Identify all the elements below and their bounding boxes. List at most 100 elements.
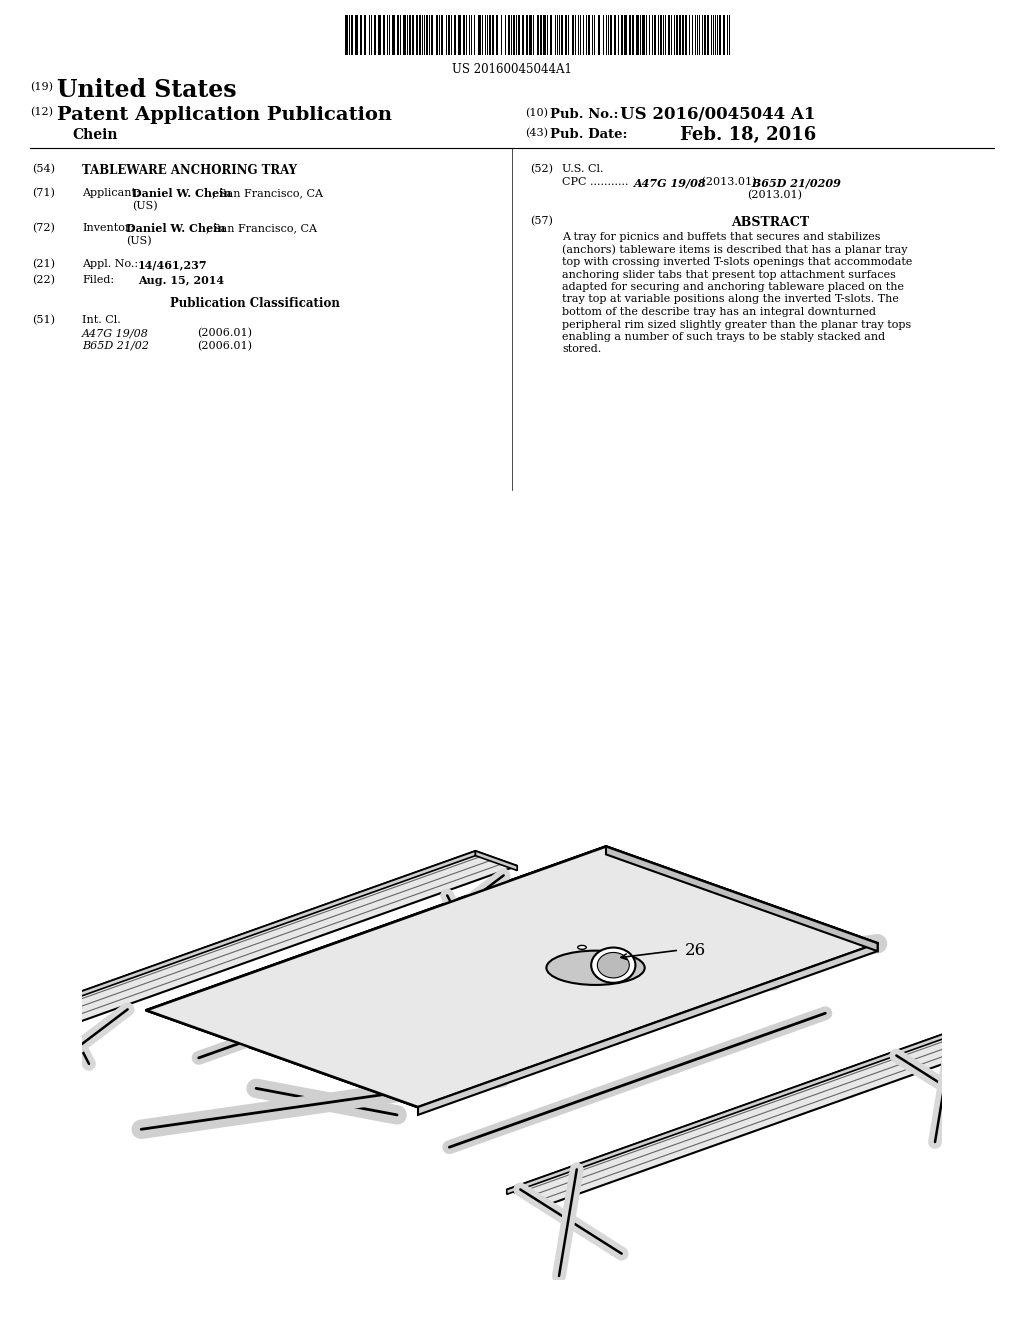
Text: US 2016/0045044 A1: US 2016/0045044 A1: [620, 106, 815, 123]
Text: (10): (10): [525, 108, 548, 119]
Text: (2013.01): (2013.01): [746, 190, 802, 201]
Ellipse shape: [578, 945, 587, 949]
Bar: [383, 15, 385, 55]
Bar: [489, 15, 490, 55]
Text: Aug. 15, 2014: Aug. 15, 2014: [138, 275, 224, 286]
Text: US 20160045044A1: US 20160045044A1: [452, 63, 572, 77]
Text: United States: United States: [57, 78, 237, 102]
Text: Pub. Date:: Pub. Date:: [550, 128, 628, 141]
Polygon shape: [16, 851, 475, 1019]
Text: (72): (72): [32, 223, 55, 234]
Text: A47G 19/08: A47G 19/08: [82, 327, 148, 338]
Bar: [403, 15, 406, 55]
Polygon shape: [967, 1026, 1008, 1045]
Bar: [378, 15, 381, 55]
Bar: [508, 15, 510, 55]
Text: (US): (US): [132, 201, 158, 211]
Bar: [436, 15, 438, 55]
Text: Int. Cl.: Int. Cl.: [82, 315, 121, 325]
Bar: [636, 15, 639, 55]
Bar: [621, 15, 623, 55]
Circle shape: [597, 953, 630, 978]
Bar: [412, 15, 414, 55]
Text: Daniel W. Chein: Daniel W. Chein: [126, 223, 225, 234]
Bar: [610, 15, 612, 55]
Text: Inventor:: Inventor:: [82, 223, 134, 234]
Bar: [478, 15, 481, 55]
Bar: [374, 15, 376, 55]
Bar: [441, 15, 443, 55]
Text: (57): (57): [530, 216, 553, 226]
Bar: [719, 15, 721, 55]
Bar: [463, 15, 465, 55]
Bar: [426, 15, 428, 55]
Bar: [345, 15, 348, 55]
Bar: [526, 15, 528, 55]
Text: , San Francisco, CA: , San Francisco, CA: [206, 223, 317, 234]
Bar: [654, 15, 656, 55]
Text: enabling a number of such trays to be stably stacked and: enabling a number of such trays to be st…: [562, 333, 885, 342]
Bar: [355, 15, 358, 55]
Text: adapted for securing and anchoring tableware placed on the: adapted for securing and anchoring table…: [562, 282, 904, 292]
Bar: [660, 15, 662, 55]
Bar: [561, 15, 563, 55]
Bar: [397, 15, 399, 55]
Ellipse shape: [547, 950, 645, 985]
Circle shape: [591, 948, 636, 983]
Text: ABSTRACT: ABSTRACT: [731, 216, 809, 228]
Text: Chein: Chein: [72, 128, 118, 143]
Bar: [496, 15, 498, 55]
Text: (52): (52): [530, 164, 553, 174]
Polygon shape: [507, 1026, 967, 1195]
Bar: [588, 15, 590, 55]
Bar: [705, 15, 706, 55]
Text: (2006.01): (2006.01): [197, 341, 252, 351]
Bar: [409, 15, 411, 55]
Polygon shape: [146, 846, 878, 1107]
Text: (71): (71): [32, 187, 55, 198]
Text: top with crossing inverted T-slots openings that accommodate: top with crossing inverted T-slots openi…: [562, 257, 912, 267]
Bar: [572, 15, 574, 55]
Text: Publication Classification: Publication Classification: [170, 297, 340, 310]
Text: TABLEWARE ANCHORING TRAY: TABLEWARE ANCHORING TRAY: [82, 164, 297, 177]
Text: CPC ...........: CPC ...........: [562, 177, 629, 187]
Text: 14/461,237: 14/461,237: [138, 259, 208, 271]
Bar: [360, 15, 362, 55]
Text: (anchors) tableware items is described that has a planar tray: (anchors) tableware items is described t…: [562, 244, 907, 255]
Text: U.S. Cl.: U.S. Cl.: [562, 164, 603, 174]
Bar: [419, 15, 421, 55]
Bar: [513, 15, 515, 55]
Bar: [598, 15, 600, 55]
Text: (54): (54): [32, 164, 55, 174]
Text: (12): (12): [30, 107, 53, 117]
Bar: [723, 15, 725, 55]
Text: (22): (22): [32, 275, 55, 285]
Bar: [492, 15, 494, 55]
Text: (2006.01): (2006.01): [197, 327, 252, 338]
Bar: [431, 15, 433, 55]
Text: A tray for picnics and buffets that secures and stabilizes: A tray for picnics and buffets that secu…: [562, 232, 881, 242]
Bar: [679, 15, 681, 55]
Bar: [707, 15, 709, 55]
Bar: [364, 15, 366, 55]
Bar: [550, 15, 552, 55]
Text: (21): (21): [32, 259, 55, 269]
Text: Daniel W. Chein: Daniel W. Chein: [132, 187, 231, 199]
Text: peripheral rim sized slightly greater than the planar tray tops: peripheral rim sized slightly greater th…: [562, 319, 911, 330]
Text: B65D 21/02: B65D 21/02: [82, 341, 150, 351]
Text: (US): (US): [126, 236, 152, 247]
Bar: [454, 15, 456, 55]
Text: tray top at variable positions along the inverted T-slots. The: tray top at variable positions along the…: [562, 294, 899, 305]
Text: (19): (19): [30, 82, 53, 92]
Bar: [629, 15, 631, 55]
Polygon shape: [16, 851, 517, 1030]
Text: (2013.01);: (2013.01);: [698, 177, 760, 187]
Bar: [642, 15, 645, 55]
Bar: [458, 15, 461, 55]
Text: Pub. No.:: Pub. No.:: [550, 108, 618, 121]
Bar: [676, 15, 678, 55]
Text: bottom of the describe tray has an integral downturned: bottom of the describe tray has an integ…: [562, 308, 876, 317]
Bar: [518, 15, 520, 55]
Text: 26: 26: [685, 941, 707, 958]
Bar: [632, 15, 634, 55]
